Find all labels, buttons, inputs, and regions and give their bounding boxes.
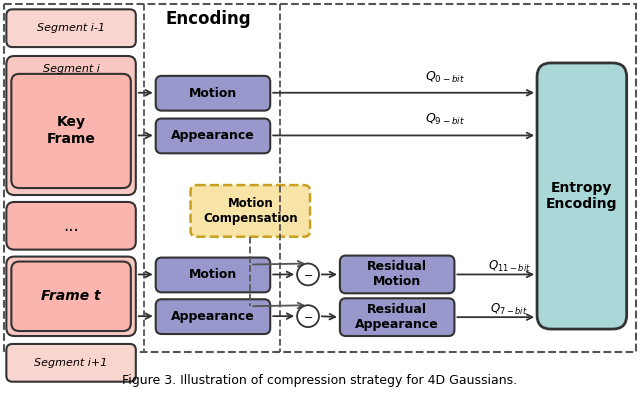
Text: Encoding: Encoding [166, 10, 252, 28]
FancyBboxPatch shape [6, 256, 136, 336]
FancyBboxPatch shape [537, 63, 627, 329]
Text: Segment i+1: Segment i+1 [35, 358, 108, 368]
Bar [4, 4, 636, 352]
Text: Entropy
Encoding: Entropy Encoding [546, 181, 618, 211]
FancyBboxPatch shape [156, 299, 270, 334]
Text: $Q_{9-bit}$: $Q_{9-bit}$ [424, 112, 465, 128]
FancyBboxPatch shape [340, 298, 454, 336]
FancyBboxPatch shape [156, 76, 270, 111]
FancyBboxPatch shape [6, 9, 136, 47]
Text: Key
Frame: Key Frame [47, 115, 95, 145]
FancyBboxPatch shape [12, 262, 131, 331]
FancyBboxPatch shape [6, 56, 136, 195]
FancyBboxPatch shape [6, 344, 136, 382]
Text: Frame t: Frame t [41, 289, 101, 303]
FancyBboxPatch shape [340, 256, 454, 293]
FancyBboxPatch shape [156, 119, 270, 153]
Text: $Q_{11-bit}$: $Q_{11-bit}$ [488, 259, 531, 274]
FancyBboxPatch shape [156, 258, 270, 292]
Circle shape [297, 305, 319, 327]
Text: Motion: Motion [189, 87, 237, 100]
Text: Residual
Appearance: Residual Appearance [355, 303, 439, 331]
FancyBboxPatch shape [191, 185, 310, 237]
Text: $Q_{0-bit}$: $Q_{0-bit}$ [424, 70, 465, 85]
FancyBboxPatch shape [6, 202, 136, 250]
Text: Motion
Compensation: Motion Compensation [203, 197, 298, 225]
Text: Segment i: Segment i [43, 64, 100, 74]
Text: Motion: Motion [189, 268, 237, 281]
Text: Figure 3. Illustration of compression strategy for 4D Gaussians.: Figure 3. Illustration of compression st… [122, 374, 518, 387]
Text: $-$: $-$ [303, 269, 313, 279]
Circle shape [297, 264, 319, 285]
Text: Appearance: Appearance [171, 310, 255, 323]
Text: ...: ... [63, 217, 79, 235]
Text: $Q_{7-bit}$: $Q_{7-bit}$ [490, 302, 528, 317]
Text: Appearance: Appearance [171, 130, 255, 143]
Text: $-$: $-$ [303, 311, 313, 321]
FancyBboxPatch shape [12, 74, 131, 188]
Text: Residual
Motion: Residual Motion [367, 260, 427, 288]
Text: Segment i-1: Segment i-1 [37, 23, 105, 33]
